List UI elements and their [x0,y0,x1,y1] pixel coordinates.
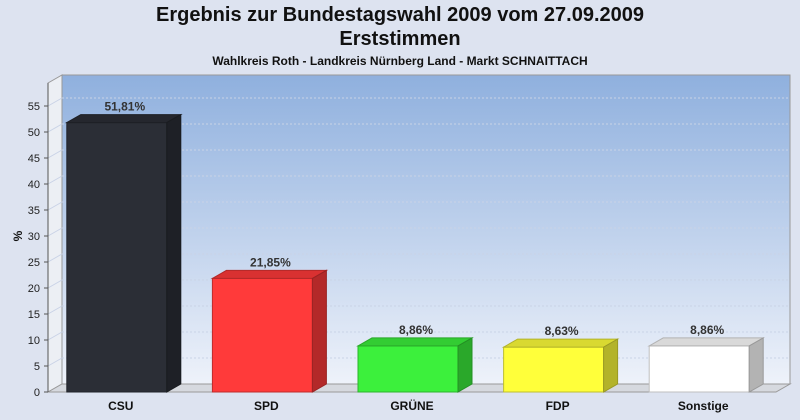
y-tick-label: 45 [28,153,40,165]
x-tick-label: CSU [108,399,133,413]
bar-fdp [501,338,620,393]
bar-csu [64,113,183,393]
y-tick-label: 0 [34,387,40,399]
y-tick-label: 10 [28,335,40,347]
x-tick-label: GRÜNE [390,398,433,413]
value-label: 8,86% [399,323,433,337]
value-labels: 51,81% CSU 21,85% SPD 8,86% GRÜNE 8,63% FDP 8,86… [104,100,728,413]
bars [64,113,766,393]
chart-title-line2: Erststimmen [339,28,461,50]
chart-subtitle: Wahlkreis Roth - Landkreis Nürnberg Land… [212,54,588,68]
y-axis-label: % [11,230,25,241]
chart-title: Ergebnis zur Bundestagswahl 2009 vom 27.… [156,4,644,26]
y-tick-label: 30 [28,231,40,243]
value-label: 21,85% [250,255,291,269]
x-tick-label: SPD [254,399,279,413]
y-tick-label: 25 [28,257,40,269]
y-tick-label: 20 [28,283,40,295]
x-tick-label: FDP [546,399,570,413]
x-tick-label: Sonstige [678,399,729,413]
y-tick-label: 15 [28,309,40,321]
y-tick-label: 35 [28,205,40,217]
grid-lines [47,97,790,367]
bar-spd [210,269,329,393]
y-tick-label: 50 [28,127,40,139]
y-axis: 0 5 10 15 20 25 30 35 40 45 50 55 [28,83,49,399]
y-tick-label: 5 [34,361,40,373]
value-label: 51,81% [104,100,145,114]
y-tick-label: 40 [28,179,40,191]
y-tick-label: 55 [28,101,40,113]
value-label: 8,63% [545,324,579,338]
bar-grüne [356,337,474,393]
bar-sonstige [647,337,766,393]
value-label: 8,86% [690,323,724,337]
